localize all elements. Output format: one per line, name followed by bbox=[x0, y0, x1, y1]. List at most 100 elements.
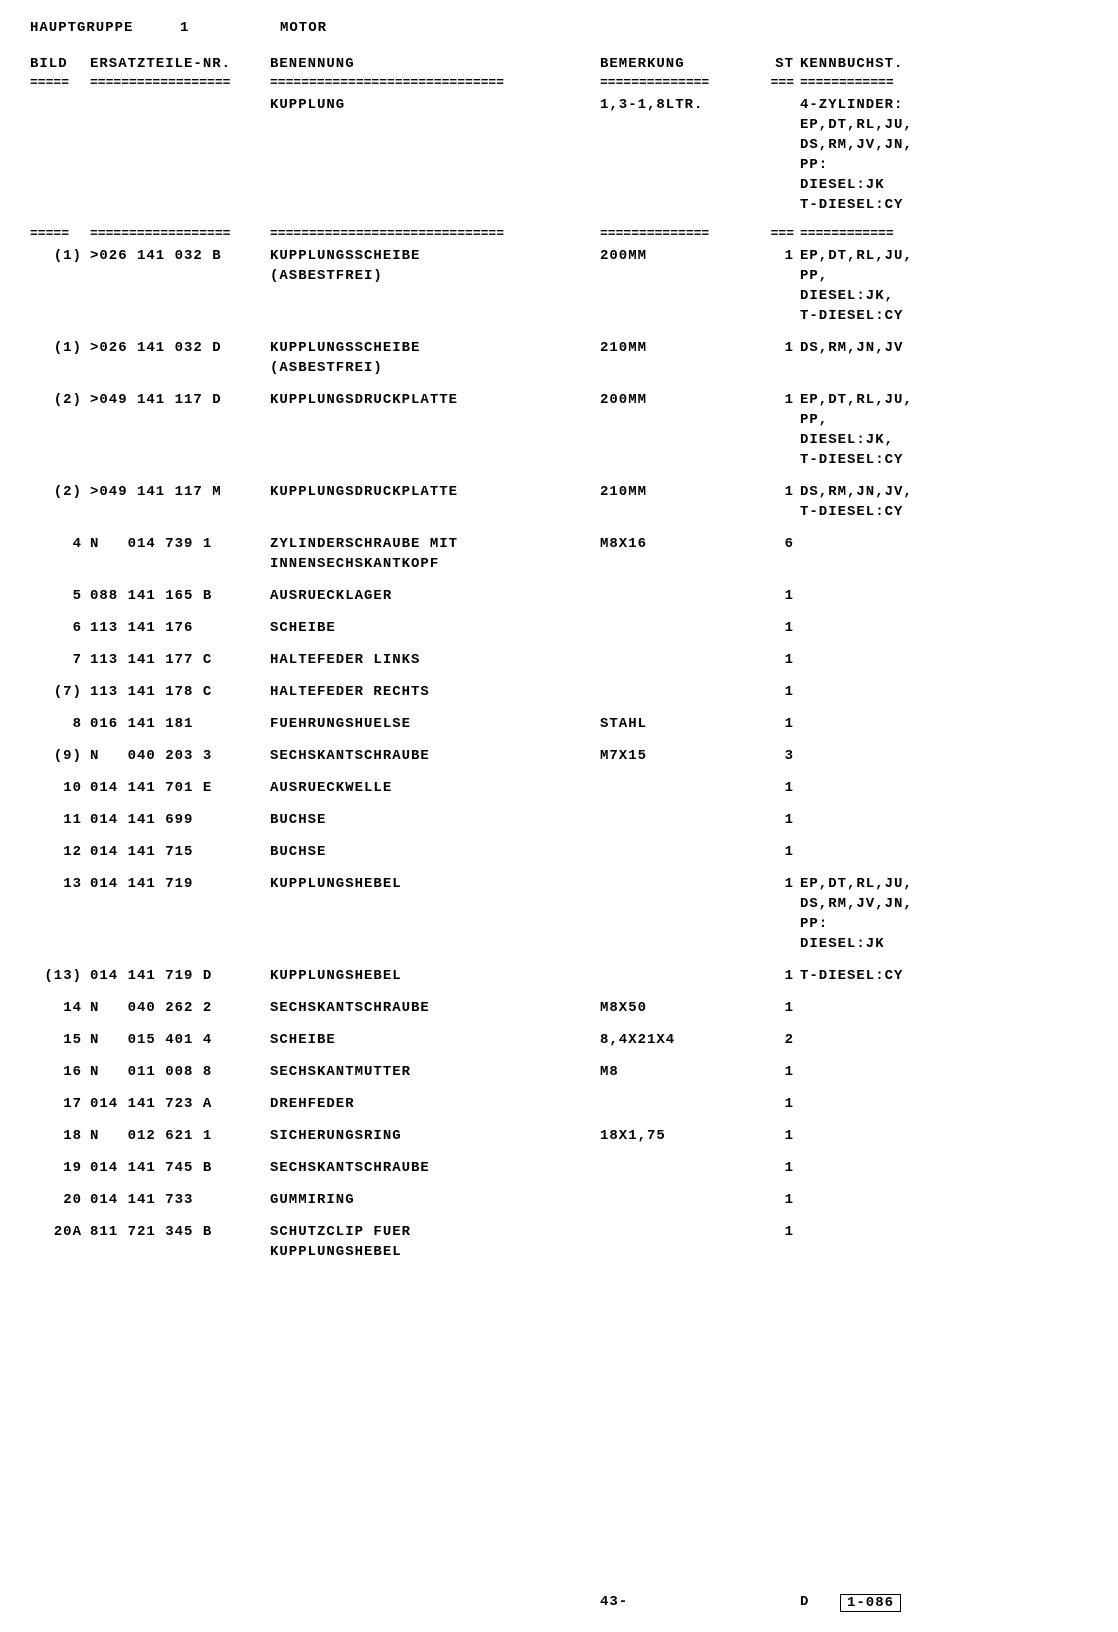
cell-kenn bbox=[800, 1062, 1088, 1082]
header-separator: ===== ================== ===============… bbox=[30, 76, 1088, 89]
cell-bild: (1) bbox=[30, 338, 90, 378]
cell-st: 1 bbox=[760, 778, 800, 798]
cell-st: 1 bbox=[760, 1062, 800, 1082]
cell-benennung: SECHSKANTMUTTER bbox=[270, 1062, 600, 1082]
table-row: 20A811 721 345 BSCHUTZCLIP FUER KUPPLUNG… bbox=[30, 1222, 1088, 1262]
cell-st: 1 bbox=[760, 1222, 800, 1262]
cell-kenn bbox=[800, 534, 1088, 574]
cell-part: N 040 262 2 bbox=[90, 998, 270, 1018]
cell-bild: 6 bbox=[30, 618, 90, 638]
table-row: (2)>049 141 117 MKUPPLUNGSDRUCKPLATTE210… bbox=[30, 482, 1088, 522]
cell-bild: 12 bbox=[30, 842, 90, 862]
cell-benennung: SECHSKANTSCHRAUBE bbox=[270, 1158, 600, 1178]
col-header-bemerkung: BEMERKUNG bbox=[600, 56, 760, 72]
cell-part: 014 141 733 bbox=[90, 1190, 270, 1210]
cell-bild: 7 bbox=[30, 650, 90, 670]
cell-kenn: EP,DT,RL,JU, PP, DIESEL:JK, T-DIESEL:CY bbox=[800, 390, 1088, 470]
cell-benennung: KUPPLUNGSDRUCKPLATTE bbox=[270, 390, 600, 470]
table-row: 20014 141 733GUMMIRING1 bbox=[30, 1190, 1088, 1210]
table-row: 16N 011 008 8SECHSKANTMUTTERM81 bbox=[30, 1062, 1088, 1082]
cell-kenn: DS,RM,JN,JV bbox=[800, 338, 1088, 378]
table-row: 6113 141 176SCHEIBE 1 bbox=[30, 618, 1088, 638]
cell-bemerkung bbox=[600, 966, 760, 986]
cell-st: 1 bbox=[760, 810, 800, 830]
cell-kenn bbox=[800, 618, 1088, 638]
group-label: HAUPTGRUPPE bbox=[30, 20, 180, 36]
cell-part: 014 141 745 B bbox=[90, 1158, 270, 1178]
cell-bemerkung bbox=[600, 682, 760, 702]
table-row: 12014 141 715BUCHSE1 bbox=[30, 842, 1088, 862]
cell-bild: 16 bbox=[30, 1062, 90, 1082]
cell-benennung: KUPPLUNGSHEBEL bbox=[270, 874, 600, 954]
cell-bild bbox=[30, 95, 90, 215]
cell-st: 1 bbox=[760, 586, 800, 606]
table-row: 7113 141 177 CHALTEFEDER LINKS1 bbox=[30, 650, 1088, 670]
table-row: 10014 141 701 EAUSRUECKWELLE1 bbox=[30, 778, 1088, 798]
cell-st: 1 bbox=[760, 1094, 800, 1114]
cell-part: 016 141 181 bbox=[90, 714, 270, 734]
table-row: (2)>049 141 117 DKUPPLUNGSDRUCKPLATTE200… bbox=[30, 390, 1088, 470]
cell-bild: 4 bbox=[30, 534, 90, 574]
cell-bemerkung bbox=[600, 1190, 760, 1210]
cell-benennung: ZYLINDERSCHRAUBE MIT INNENSECHSKANTKOPF bbox=[270, 534, 600, 574]
cell-part: 014 141 723 A bbox=[90, 1094, 270, 1114]
cell-st: 1 bbox=[760, 482, 800, 522]
cell-bild: 11 bbox=[30, 810, 90, 830]
cell-st: 1 bbox=[760, 682, 800, 702]
cell-bild: (9) bbox=[30, 746, 90, 766]
cell-bild: (1) bbox=[30, 246, 90, 326]
cell-bemerkung: M7X15 bbox=[600, 746, 760, 766]
cell-benennung: SCHEIBE bbox=[270, 618, 600, 638]
cell-kenn: DS,RM,JN,JV, T-DIESEL:CY bbox=[800, 482, 1088, 522]
cell-st: 1 bbox=[760, 338, 800, 378]
cell-benennung: DREHFEDER bbox=[270, 1094, 600, 1114]
cell-bemerkung: 210MM bbox=[600, 338, 760, 378]
cell-benennung: SCHEIBE bbox=[270, 1030, 600, 1050]
section-separator: ========================================… bbox=[30, 227, 1088, 240]
cell-st: 1 bbox=[760, 618, 800, 638]
cell-st: 1 bbox=[760, 966, 800, 986]
col-header-st: ST bbox=[760, 56, 800, 72]
cell-bemerkung bbox=[600, 874, 760, 954]
cell-bild: 14 bbox=[30, 998, 90, 1018]
cell-st: 1 bbox=[760, 1190, 800, 1210]
cell-benennung: AUSRUECKLAGER bbox=[270, 586, 600, 606]
table-row: 13014 141 719KUPPLUNGSHEBEL1EP,DT,RL,JU,… bbox=[30, 874, 1088, 954]
cell-bemerkung: STAHL bbox=[600, 714, 760, 734]
table-row: 8016 141 181FUEHRUNGSHUELSESTAHL1 bbox=[30, 714, 1088, 734]
cell-bild: 15 bbox=[30, 1030, 90, 1050]
cell-bild: 10 bbox=[30, 778, 90, 798]
cell-kenn bbox=[800, 1158, 1088, 1178]
page-footer: 43- D 1-086 bbox=[30, 1594, 1088, 1612]
table-row: (9)N 040 203 3SECHSKANTSCHRAUBEM7X153 bbox=[30, 746, 1088, 766]
cell-bild: (7) bbox=[30, 682, 90, 702]
parts-table-body: KUPPLUNG1,3-1,8LTR.4-ZYLINDER: EP,DT,RL,… bbox=[30, 95, 1088, 1274]
cell-part: >049 141 117 M bbox=[90, 482, 270, 522]
table-row: 4N 014 739 1ZYLINDERSCHRAUBE MIT INNENSE… bbox=[30, 534, 1088, 574]
cell-kenn bbox=[800, 650, 1088, 670]
cell-part: >026 141 032 D bbox=[90, 338, 270, 378]
table-row: 17014 141 723 ADREHFEDER1 bbox=[30, 1094, 1088, 1114]
cell-benennung: SECHSKANTSCHRAUBE bbox=[270, 998, 600, 1018]
cell-benennung: HALTEFEDER RECHTS bbox=[270, 682, 600, 702]
cell-bemerkung: 1,3-1,8LTR. bbox=[600, 95, 760, 215]
cell-part: 811 721 345 B bbox=[90, 1222, 270, 1262]
cell-st: 6 bbox=[760, 534, 800, 574]
cell-kenn bbox=[800, 842, 1088, 862]
table-row: 5088 141 165 BAUSRUECKLAGER1 bbox=[30, 586, 1088, 606]
cell-kenn bbox=[800, 1222, 1088, 1262]
cell-bild: 20 bbox=[30, 1190, 90, 1210]
cell-bild: (2) bbox=[30, 390, 90, 470]
cell-benennung: KUPPLUNG bbox=[270, 95, 600, 215]
cell-bemerkung bbox=[600, 586, 760, 606]
footer-letter: D bbox=[800, 1594, 840, 1612]
cell-part: 113 141 176 bbox=[90, 618, 270, 638]
cell-part: >049 141 117 D bbox=[90, 390, 270, 470]
cell-part bbox=[90, 95, 270, 215]
cell-bemerkung bbox=[600, 778, 760, 798]
cell-benennung: KUPPLUNGSSCHEIBE (ASBESTFREI) bbox=[270, 338, 600, 378]
cell-bemerkung bbox=[600, 810, 760, 830]
cell-bild: 8 bbox=[30, 714, 90, 734]
table-row: (1)>026 141 032 DKUPPLUNGSSCHEIBE (ASBES… bbox=[30, 338, 1088, 378]
cell-benennung: KUPPLUNGSHEBEL bbox=[270, 966, 600, 986]
